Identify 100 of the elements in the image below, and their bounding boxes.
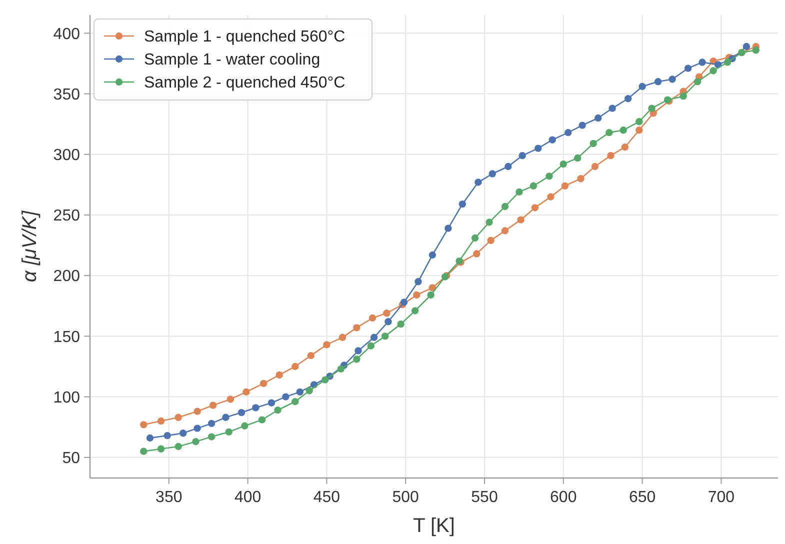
point [531, 204, 539, 212]
point [353, 324, 360, 332]
legend-label: Sample 1 - water cooling [144, 52, 320, 69]
y-tick-label: 400 [53, 26, 80, 43]
point [638, 82, 646, 90]
point [486, 218, 493, 226]
point [140, 448, 148, 455]
x-tick-label: 450 [313, 489, 340, 506]
point [428, 251, 436, 259]
point [397, 320, 404, 328]
point [621, 144, 629, 151]
point [504, 162, 512, 170]
point [411, 307, 419, 314]
point [636, 126, 643, 134]
point [574, 154, 582, 162]
point [518, 152, 526, 160]
point [370, 334, 378, 342]
point [590, 140, 597, 148]
point [260, 380, 268, 388]
point [157, 445, 165, 453]
point [624, 95, 632, 102]
point [648, 104, 656, 112]
point [307, 352, 315, 360]
point [414, 278, 422, 286]
y-tick-label: 250 [53, 208, 80, 225]
point [473, 250, 480, 258]
point [458, 200, 466, 208]
point [164, 432, 171, 440]
point [306, 387, 313, 394]
point [517, 216, 524, 224]
point [276, 371, 283, 379]
point [146, 434, 154, 442]
point [534, 144, 542, 152]
point [367, 342, 374, 350]
point [381, 332, 389, 340]
point [474, 178, 482, 186]
point [471, 234, 479, 242]
x-tick-label: 550 [471, 489, 498, 506]
point [530, 182, 538, 190]
point [606, 128, 613, 136]
point [226, 396, 234, 403]
y-tick-label: 100 [53, 389, 80, 406]
point [684, 64, 692, 72]
point [694, 78, 702, 86]
point [208, 433, 216, 440]
point [607, 152, 614, 160]
x-axis-title: T [K] [413, 515, 455, 537]
point [242, 388, 250, 396]
point [338, 334, 346, 342]
point [698, 58, 706, 66]
y-tick-label: 300 [53, 146, 80, 164]
point [752, 46, 760, 54]
point [274, 406, 282, 414]
legend-label: Sample 1 - quenched 560°C [144, 28, 346, 46]
point [654, 78, 662, 86]
point [591, 162, 599, 170]
point [620, 126, 627, 134]
legend-label: Sample 2 - quenched 450°C [144, 74, 346, 92]
point [180, 430, 187, 437]
point [427, 291, 434, 299]
point [194, 424, 201, 432]
point [413, 291, 420, 299]
point [282, 393, 290, 400]
point [368, 314, 376, 322]
x-tick-label: 600 [550, 489, 577, 506]
point [488, 170, 496, 178]
point [292, 362, 299, 370]
point [209, 402, 217, 409]
point [174, 414, 182, 421]
x-tick-label: 350 [156, 489, 182, 506]
point [296, 388, 304, 396]
point [208, 420, 216, 428]
point [157, 417, 165, 425]
point [428, 284, 436, 292]
point [323, 341, 330, 348]
point [594, 114, 602, 122]
point [241, 422, 248, 430]
point [322, 376, 329, 384]
point [578, 122, 586, 129]
point [608, 104, 616, 112]
point [384, 318, 392, 326]
point [383, 310, 390, 317]
point [258, 416, 266, 424]
point [680, 92, 687, 100]
x-tick-label: 500 [392, 489, 420, 506]
point [292, 398, 299, 406]
point [225, 428, 232, 436]
point [548, 136, 556, 144]
x-tick-label: 700 [708, 489, 735, 506]
point [636, 118, 643, 126]
x-tick-label: 400 [234, 489, 262, 506]
point [444, 224, 452, 232]
point [547, 193, 554, 200]
point [516, 188, 523, 196]
point [192, 438, 200, 446]
point [238, 408, 246, 416]
point [353, 356, 360, 363]
point [560, 160, 567, 168]
y-tick-label: 350 [53, 86, 80, 104]
point [222, 414, 230, 421]
